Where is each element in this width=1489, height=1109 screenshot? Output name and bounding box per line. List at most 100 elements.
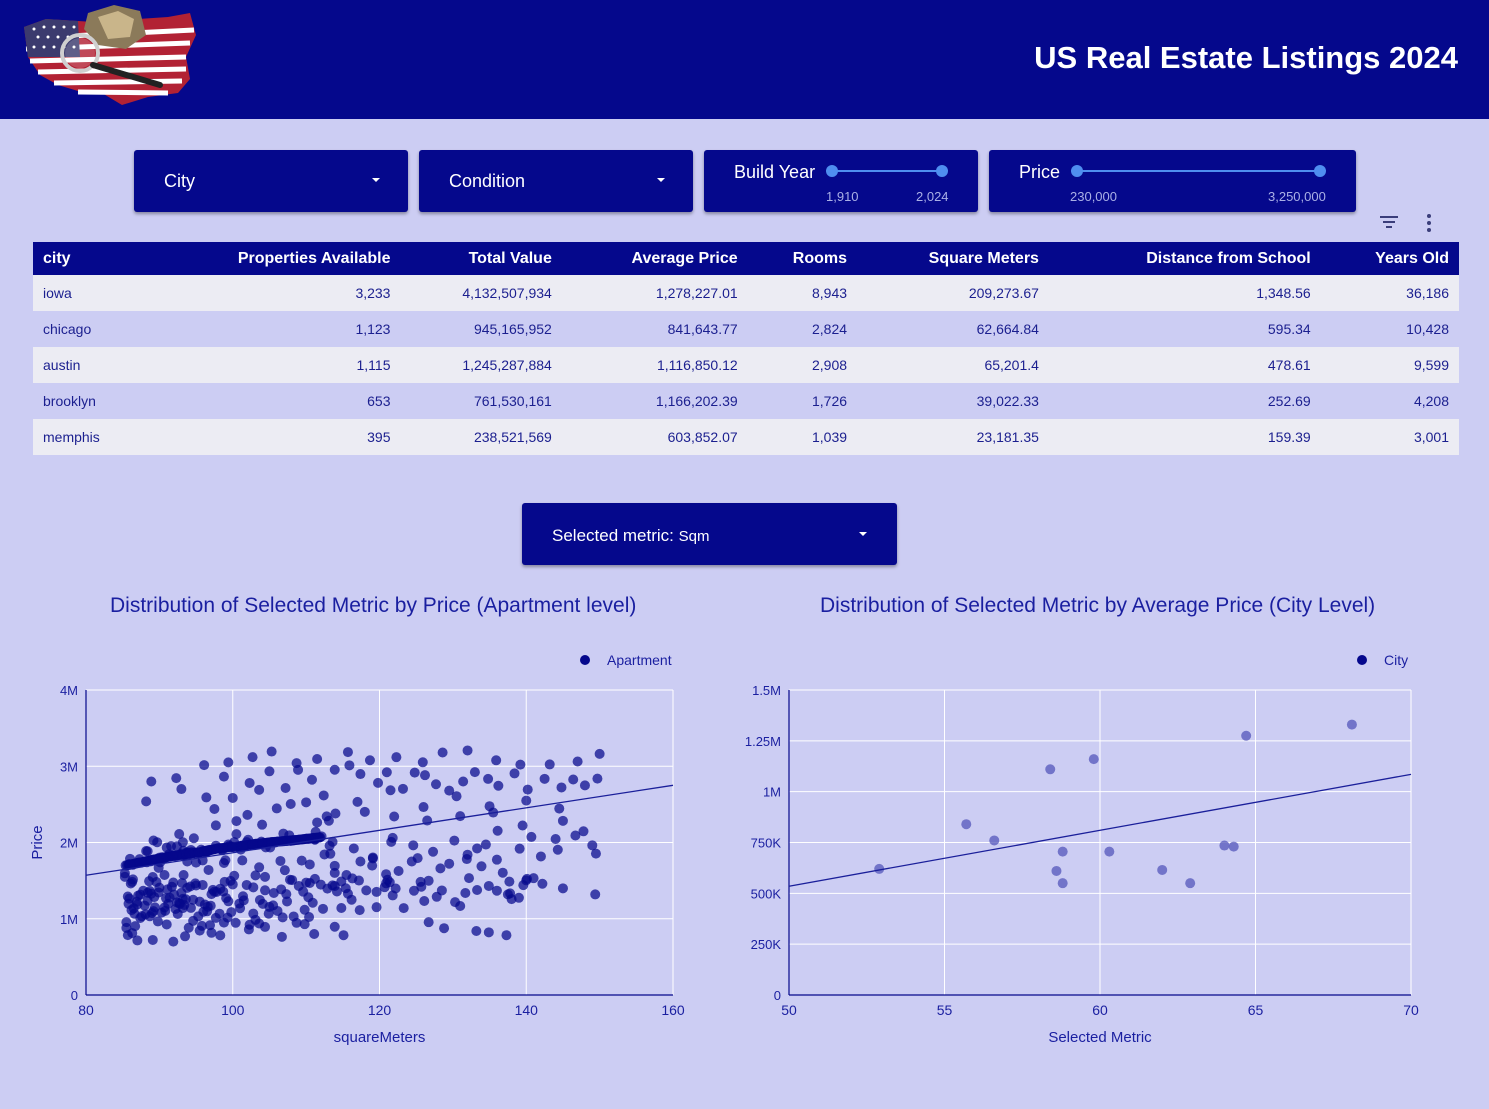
data-point[interactable] (247, 752, 258, 763)
data-point[interactable] (535, 851, 546, 862)
data-point[interactable] (513, 892, 524, 903)
column-header[interactable]: Average Price (561, 242, 748, 275)
data-point[interactable] (550, 833, 561, 844)
data-point[interactable] (301, 877, 312, 888)
data-point[interactable] (323, 815, 334, 826)
data-point[interactable] (171, 773, 182, 784)
price-slider[interactable]: Price 230,000 3,250,000 (989, 150, 1356, 212)
data-point[interactable] (355, 856, 366, 867)
data-point[interactable] (419, 895, 430, 906)
data-point[interactable] (218, 886, 229, 897)
data-point[interactable] (1051, 865, 1062, 876)
data-point[interactable] (471, 926, 482, 937)
data-point[interactable] (119, 871, 130, 882)
data-point[interactable] (199, 760, 210, 771)
data-point[interactable] (160, 905, 171, 916)
data-point[interactable] (455, 811, 466, 822)
data-point[interactable] (238, 840, 249, 851)
data-point[interactable] (579, 780, 590, 791)
data-point[interactable] (122, 930, 133, 941)
data-point[interactable] (201, 792, 212, 803)
data-point[interactable] (223, 896, 234, 907)
data-point[interactable] (299, 904, 310, 915)
data-point[interactable] (521, 795, 532, 806)
data-point[interactable] (304, 859, 315, 870)
data-point[interactable] (306, 774, 317, 785)
data-point[interactable] (483, 927, 494, 938)
data-point[interactable] (123, 898, 134, 909)
data-point[interactable] (257, 819, 268, 830)
data-point[interactable] (254, 784, 265, 795)
data-point[interactable] (1104, 846, 1115, 857)
data-point[interactable] (190, 878, 201, 889)
data-point[interactable] (1228, 841, 1239, 852)
data-point[interactable] (437, 747, 448, 758)
data-point[interactable] (318, 903, 329, 914)
data-point[interactable] (348, 843, 359, 854)
data-point[interactable] (260, 871, 271, 882)
data-point[interactable] (989, 835, 1000, 846)
data-point[interactable] (415, 876, 426, 887)
data-point[interactable] (469, 767, 480, 778)
data-point[interactable] (206, 927, 217, 938)
data-point[interactable] (193, 847, 204, 858)
data-point[interactable] (324, 840, 335, 851)
build-year-track[interactable] (832, 170, 942, 172)
data-point[interactable] (266, 746, 277, 757)
data-point[interactable] (417, 757, 428, 768)
data-point[interactable] (423, 917, 434, 928)
data-point[interactable] (371, 902, 382, 913)
data-point[interactable] (578, 826, 589, 837)
data-point[interactable] (167, 850, 178, 861)
data-point[interactable] (191, 857, 202, 868)
data-point[interactable] (344, 760, 355, 771)
data-point[interactable] (276, 884, 287, 895)
data-point[interactable] (352, 796, 363, 807)
data-point[interactable] (371, 886, 382, 897)
data-point[interactable] (594, 748, 605, 759)
data-point[interactable] (235, 903, 246, 914)
data-point[interactable] (152, 837, 163, 848)
data-point[interactable] (493, 780, 504, 791)
data-point[interactable] (209, 886, 220, 897)
data-point[interactable] (367, 852, 378, 863)
data-point[interactable] (280, 782, 291, 793)
data-point[interactable] (144, 876, 155, 887)
data-point[interactable] (590, 889, 601, 900)
data-point[interactable] (220, 855, 231, 866)
data-point[interactable] (491, 755, 502, 766)
data-point[interactable] (408, 885, 419, 896)
data-point[interactable] (242, 809, 253, 820)
data-point[interactable] (509, 768, 520, 779)
data-point[interactable] (439, 923, 450, 934)
data-point[interactable] (135, 912, 146, 923)
data-point[interactable] (219, 876, 230, 887)
data-point[interactable] (183, 922, 194, 933)
data-point[interactable] (472, 843, 483, 854)
data-point[interactable] (227, 792, 238, 803)
column-header[interactable]: Years Old (1320, 242, 1459, 275)
data-point[interactable] (497, 867, 508, 878)
price-track[interactable] (1077, 170, 1320, 172)
data-point[interactable] (237, 855, 248, 866)
data-point[interactable] (526, 831, 537, 842)
data-point[interactable] (231, 816, 242, 827)
data-point[interactable] (397, 783, 408, 794)
data-point[interactable] (312, 817, 323, 828)
city-filter-dropdown[interactable]: City (134, 150, 408, 212)
data-point[interactable] (444, 785, 455, 796)
data-point[interactable] (177, 893, 188, 904)
data-point[interactable] (277, 912, 288, 923)
data-point[interactable] (537, 878, 548, 889)
price-min-handle[interactable] (1071, 165, 1083, 177)
data-point[interactable] (373, 777, 384, 788)
data-point[interactable] (557, 815, 568, 826)
data-point[interactable] (1346, 719, 1357, 730)
column-header[interactable]: Square Meters (857, 242, 1049, 275)
data-point[interactable] (254, 862, 265, 873)
data-point[interactable] (1045, 764, 1056, 775)
data-point[interactable] (276, 931, 287, 942)
data-point[interactable] (483, 773, 494, 784)
filter-icon[interactable] (1379, 214, 1399, 230)
data-point[interactable] (480, 839, 491, 850)
